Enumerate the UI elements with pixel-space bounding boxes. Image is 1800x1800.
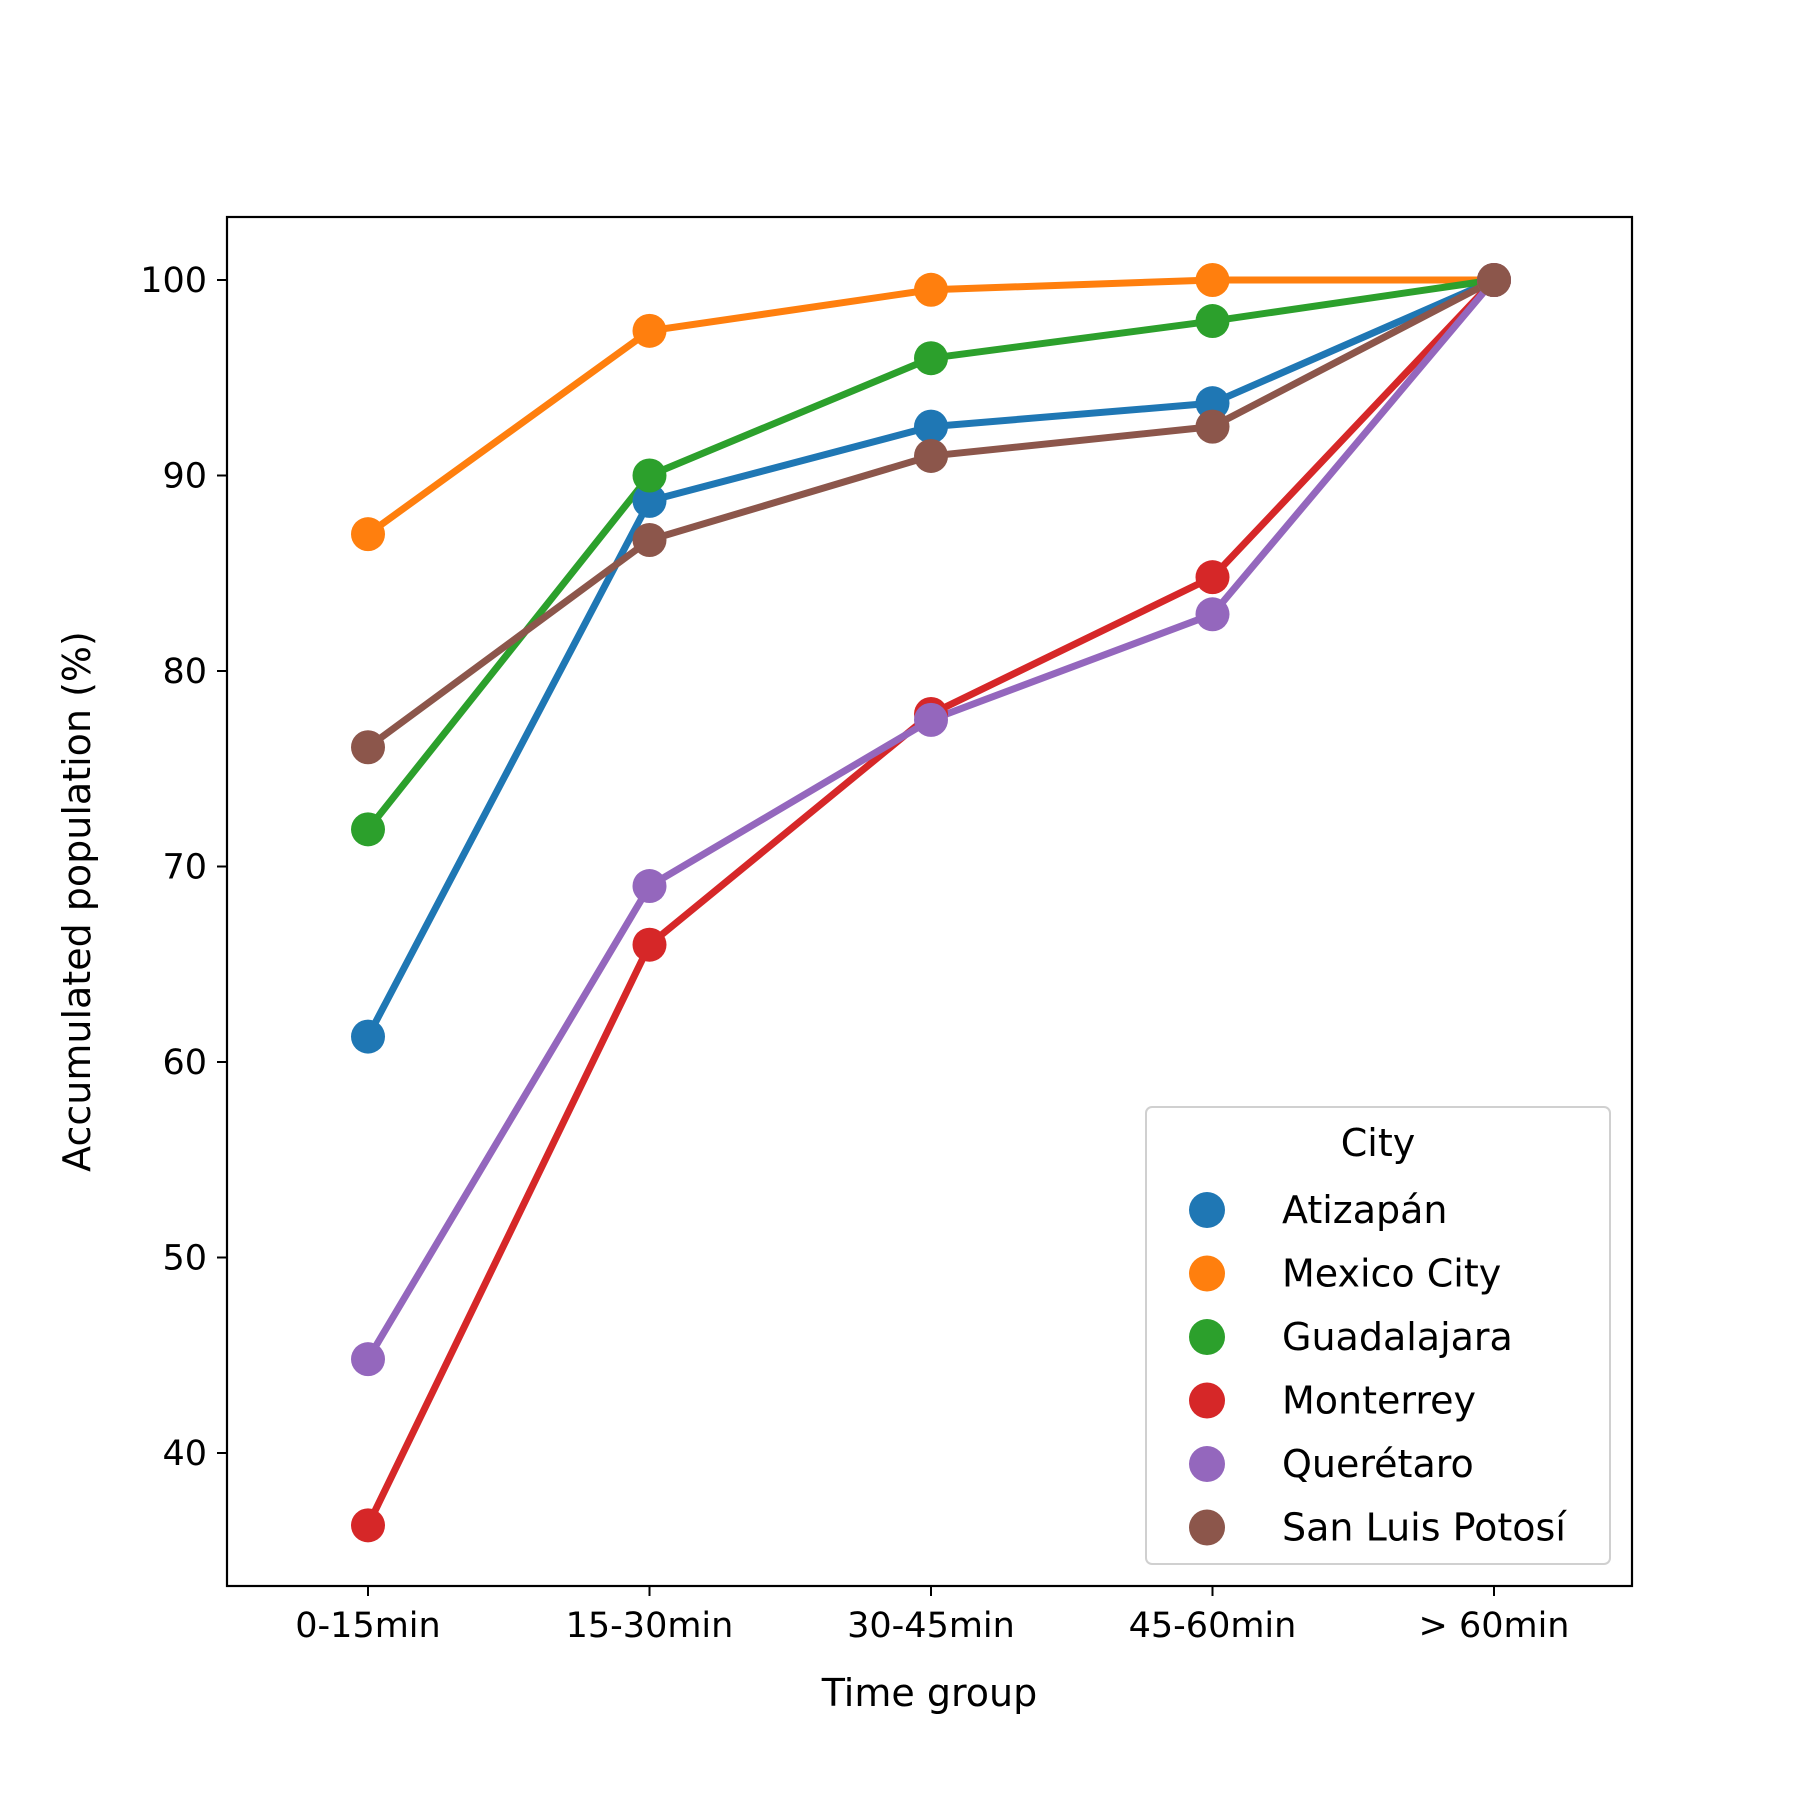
data-point <box>351 1342 385 1377</box>
data-point <box>632 483 667 518</box>
series-line <box>364 276 1498 538</box>
x-tick-label: 30-45min <box>847 1606 1015 1646</box>
y-tick-label: 100 <box>140 261 207 301</box>
data-point <box>632 313 667 348</box>
legend-label: Monterrey <box>1282 1379 1476 1423</box>
legend-label: Querétaro <box>1282 1442 1474 1486</box>
data-point <box>1195 263 1230 297</box>
legend-title: City <box>1341 1121 1415 1165</box>
series-layer <box>351 263 1511 1543</box>
legend-box <box>1145 1106 1611 1565</box>
legend-marker <box>1189 1192 1225 1228</box>
y-tick-label: 60 <box>162 1043 207 1083</box>
data-point <box>914 409 948 444</box>
data-point <box>914 272 948 307</box>
x-tick-label: 45-60min <box>1129 1606 1297 1646</box>
y-tick-label: 90 <box>162 457 207 497</box>
x-tick-label: > 60min <box>1419 1606 1570 1646</box>
data-point <box>1195 560 1230 595</box>
data-point <box>632 458 667 493</box>
series-line <box>364 276 1498 1041</box>
legend-marker <box>1189 1319 1225 1355</box>
data-point <box>632 869 667 904</box>
data-point <box>914 702 948 737</box>
x-tick-label: 0-15min <box>295 1606 440 1646</box>
x-axis-label: Time group <box>821 1671 1037 1715</box>
legend-marker <box>1189 1382 1225 1419</box>
y-axis-label: Accumulated population (%) <box>55 631 99 1172</box>
y-tick-label: 80 <box>162 652 207 692</box>
legend-label: San Luis Potosí <box>1282 1506 1567 1550</box>
data-point <box>351 730 385 765</box>
data-point <box>351 1019 385 1054</box>
legend-marker <box>1189 1509 1225 1546</box>
y-tick-label: 50 <box>162 1239 207 1279</box>
legend-marker <box>1189 1446 1225 1482</box>
data-point <box>914 438 948 473</box>
data-point <box>632 927 667 962</box>
data-point <box>1195 304 1230 339</box>
data-point <box>1195 409 1230 444</box>
data-point <box>1195 597 1230 632</box>
data-point <box>351 517 385 552</box>
x-axis: 0-15min 15-30min 30-45min 45-60min > 60min <box>295 1586 1570 1646</box>
y-tick-label: 70 <box>162 848 207 888</box>
plot-frame <box>225 215 1634 1588</box>
y-axis: 40 50 60 70 80 90 100 <box>140 261 227 1474</box>
legend: City Atizapán Mexico City Guadalajara Monte… <box>1145 1106 1611 1565</box>
legend-label: Mexico City <box>1282 1252 1501 1296</box>
data-point <box>632 523 667 558</box>
y-tick-label: 40 <box>162 1434 207 1474</box>
legend-label: Atizapán <box>1282 1188 1448 1232</box>
data-point <box>914 341 948 376</box>
legend-label: Guadalajara <box>1282 1315 1513 1359</box>
x-tick-label: 15-30min <box>566 1606 734 1646</box>
data-point <box>1477 263 1511 297</box>
data-point <box>1195 386 1230 421</box>
data-point <box>351 1508 385 1543</box>
data-point <box>351 812 385 847</box>
legend-marker <box>1189 1255 1225 1292</box>
